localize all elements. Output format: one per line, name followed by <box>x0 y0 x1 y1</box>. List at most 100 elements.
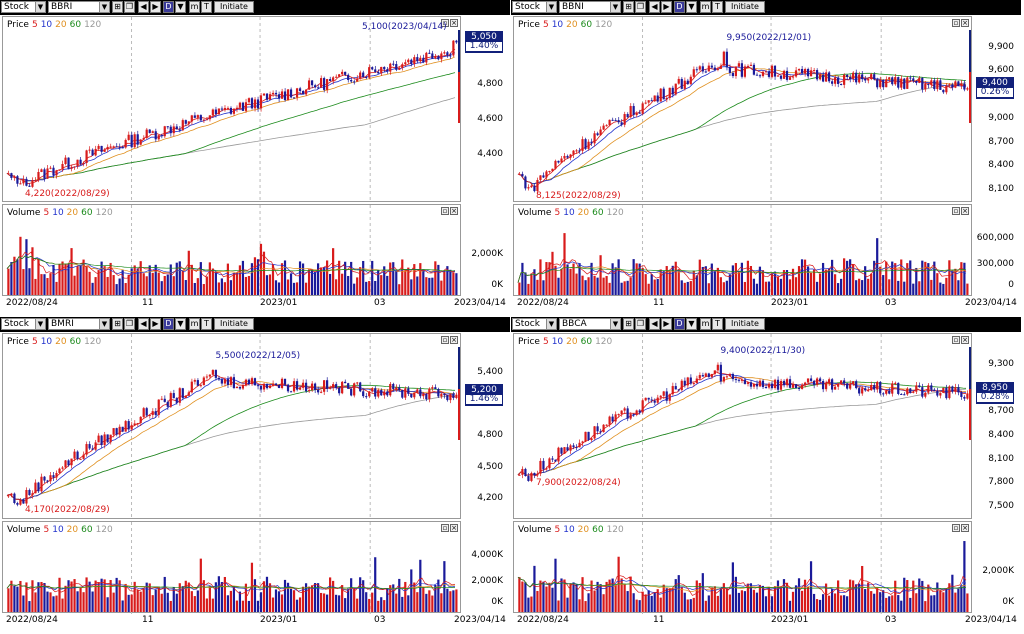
previous-icon[interactable]: ◀ <box>138 1 149 13</box>
volume-bar <box>843 258 846 295</box>
next-icon[interactable]: ▶ <box>150 1 161 13</box>
window-buttons[interactable]: ▫ × <box>440 524 458 532</box>
period-dropdown-icon[interactable]: ▼ <box>175 1 186 13</box>
restore-icon[interactable]: ▫ <box>952 336 960 344</box>
code-select[interactable]: BMRI ▼ <box>48 318 110 330</box>
volume-bar <box>710 587 713 612</box>
period-day-button[interactable]: D <box>163 1 174 13</box>
initiate-button[interactable]: Initiate <box>214 1 254 13</box>
candle <box>64 460 67 468</box>
chevron-down-icon[interactable]: ▼ <box>99 319 109 329</box>
copy-icon[interactable]: ❐ <box>635 318 646 330</box>
period-dropdown-icon[interactable]: ▼ <box>686 318 697 330</box>
previous-icon[interactable]: ◀ <box>649 1 660 13</box>
grid-icon[interactable]: ⊞ <box>623 1 634 13</box>
window-buttons[interactable]: ▫ × <box>951 336 969 344</box>
candle <box>686 80 689 85</box>
volume-bar <box>94 580 97 612</box>
restore-icon[interactable]: ▫ <box>952 19 960 27</box>
code-select[interactable]: BBRI ▼ <box>48 1 110 13</box>
close-icon[interactable]: × <box>450 336 458 344</box>
window-buttons[interactable]: ▫ × <box>440 19 458 27</box>
volume-bar <box>743 281 747 295</box>
price-chart-area[interactable]: Price 5 10 20 60 120 ▫ × 9,400(2022/11/30) 7,900(… <box>513 333 972 520</box>
price-chart-area[interactable]: Price 5 10 20 60 120 ▫ × 5,500(2022/12/05) 4,170(… <box>2 333 461 520</box>
initiate-button[interactable]: Initiate <box>214 318 254 330</box>
volume-bar <box>368 281 371 295</box>
minute-button[interactable]: m <box>189 1 200 13</box>
chevron-down-icon[interactable]: ▼ <box>99 2 109 12</box>
candle <box>587 141 590 149</box>
window-buttons[interactable]: ▫ × <box>951 207 969 215</box>
tick-button[interactable]: T <box>712 318 723 330</box>
tick-button[interactable]: T <box>201 318 212 330</box>
volume-bar <box>692 270 695 295</box>
volume-chart-area[interactable]: Volume 5 10 20 60 120 ▫ × <box>2 204 461 297</box>
restore-icon[interactable]: ▫ <box>952 207 960 215</box>
grid-icon[interactable]: ⊞ <box>112 318 123 330</box>
restore-icon[interactable]: ▫ <box>441 207 449 215</box>
restore-icon[interactable]: ▫ <box>441 19 449 27</box>
tick-button[interactable]: T <box>201 1 212 13</box>
window-buttons[interactable]: ▫ × <box>951 524 969 532</box>
grid-icon[interactable]: ⊞ <box>112 1 123 13</box>
next-icon[interactable]: ▶ <box>661 318 672 330</box>
close-icon[interactable]: × <box>961 19 969 27</box>
period-day-button[interactable]: D <box>163 318 174 330</box>
chevron-down-icon[interactable]: ▼ <box>610 319 620 329</box>
price-chart-area[interactable]: Price 5 10 20 60 120 ▫ × 5,100(2023/04/14) 4,220(… <box>2 16 461 203</box>
minute-button[interactable]: m <box>189 318 200 330</box>
restore-icon[interactable]: ▫ <box>441 524 449 532</box>
volume-bar <box>830 589 834 612</box>
type-select[interactable]: Stock ▼ <box>512 318 557 330</box>
copy-icon[interactable]: ❐ <box>124 318 135 330</box>
previous-icon[interactable]: ◀ <box>138 318 149 330</box>
tick-button[interactable]: T <box>712 1 723 13</box>
chevron-down-icon[interactable]: ▼ <box>546 319 556 329</box>
restore-icon[interactable]: ▫ <box>952 524 960 532</box>
code-select[interactable]: BBCA ▼ <box>559 318 621 330</box>
volume-chart-area[interactable]: Volume 5 10 20 60 120 ▫ × <box>2 521 461 614</box>
close-icon[interactable]: × <box>961 524 969 532</box>
volume-bar <box>220 582 223 612</box>
minute-button[interactable]: m <box>700 318 711 330</box>
close-icon[interactable]: × <box>450 524 458 532</box>
volume-bar <box>662 271 665 295</box>
window-buttons[interactable]: ▫ × <box>951 19 969 27</box>
chevron-down-icon[interactable]: ▼ <box>610 2 620 12</box>
close-icon[interactable]: × <box>961 207 969 215</box>
volume-chart-area[interactable]: Volume 5 10 20 60 120 ▫ × <box>513 521 972 614</box>
copy-icon[interactable]: ❐ <box>124 1 135 13</box>
volume-bar <box>127 274 130 295</box>
volume-bar <box>942 592 945 612</box>
period-dropdown-icon[interactable]: ▼ <box>175 318 186 330</box>
close-icon[interactable]: × <box>450 207 458 215</box>
period-day-button[interactable]: D <box>674 318 685 330</box>
chevron-down-icon[interactable]: ▼ <box>546 2 556 12</box>
close-icon[interactable]: × <box>961 336 969 344</box>
window-buttons[interactable]: ▫ × <box>440 336 458 344</box>
copy-icon[interactable]: ❐ <box>635 1 646 13</box>
type-select[interactable]: Stock ▼ <box>1 318 46 330</box>
previous-icon[interactable]: ◀ <box>649 318 660 330</box>
initiate-button[interactable]: Initiate <box>725 1 765 13</box>
window-buttons[interactable]: ▫ × <box>440 207 458 215</box>
initiate-button[interactable]: Initiate <box>725 318 765 330</box>
volume-chart-area[interactable]: Volume 5 10 20 60 120 ▫ × <box>513 204 972 297</box>
chevron-down-icon[interactable]: ▼ <box>35 2 45 12</box>
next-icon[interactable]: ▶ <box>150 318 161 330</box>
candle <box>413 57 416 65</box>
minute-button[interactable]: m <box>700 1 711 13</box>
restore-icon[interactable]: ▫ <box>441 336 449 344</box>
type-select[interactable]: Stock ▼ <box>1 1 46 13</box>
price-chart-area[interactable]: Price 5 10 20 60 120 ▫ × 9,950(2022/12/01) 8,125(… <box>513 16 972 203</box>
chevron-down-icon[interactable]: ▼ <box>35 319 45 329</box>
next-icon[interactable]: ▶ <box>661 1 672 13</box>
period-dropdown-icon[interactable]: ▼ <box>686 1 697 13</box>
period-day-button[interactable]: D <box>674 1 685 13</box>
code-select[interactable]: BBNI ▼ <box>559 1 621 13</box>
close-icon[interactable]: × <box>450 19 458 27</box>
type-select[interactable]: Stock ▼ <box>512 1 557 13</box>
candle <box>211 109 214 116</box>
grid-icon[interactable]: ⊞ <box>623 318 634 330</box>
